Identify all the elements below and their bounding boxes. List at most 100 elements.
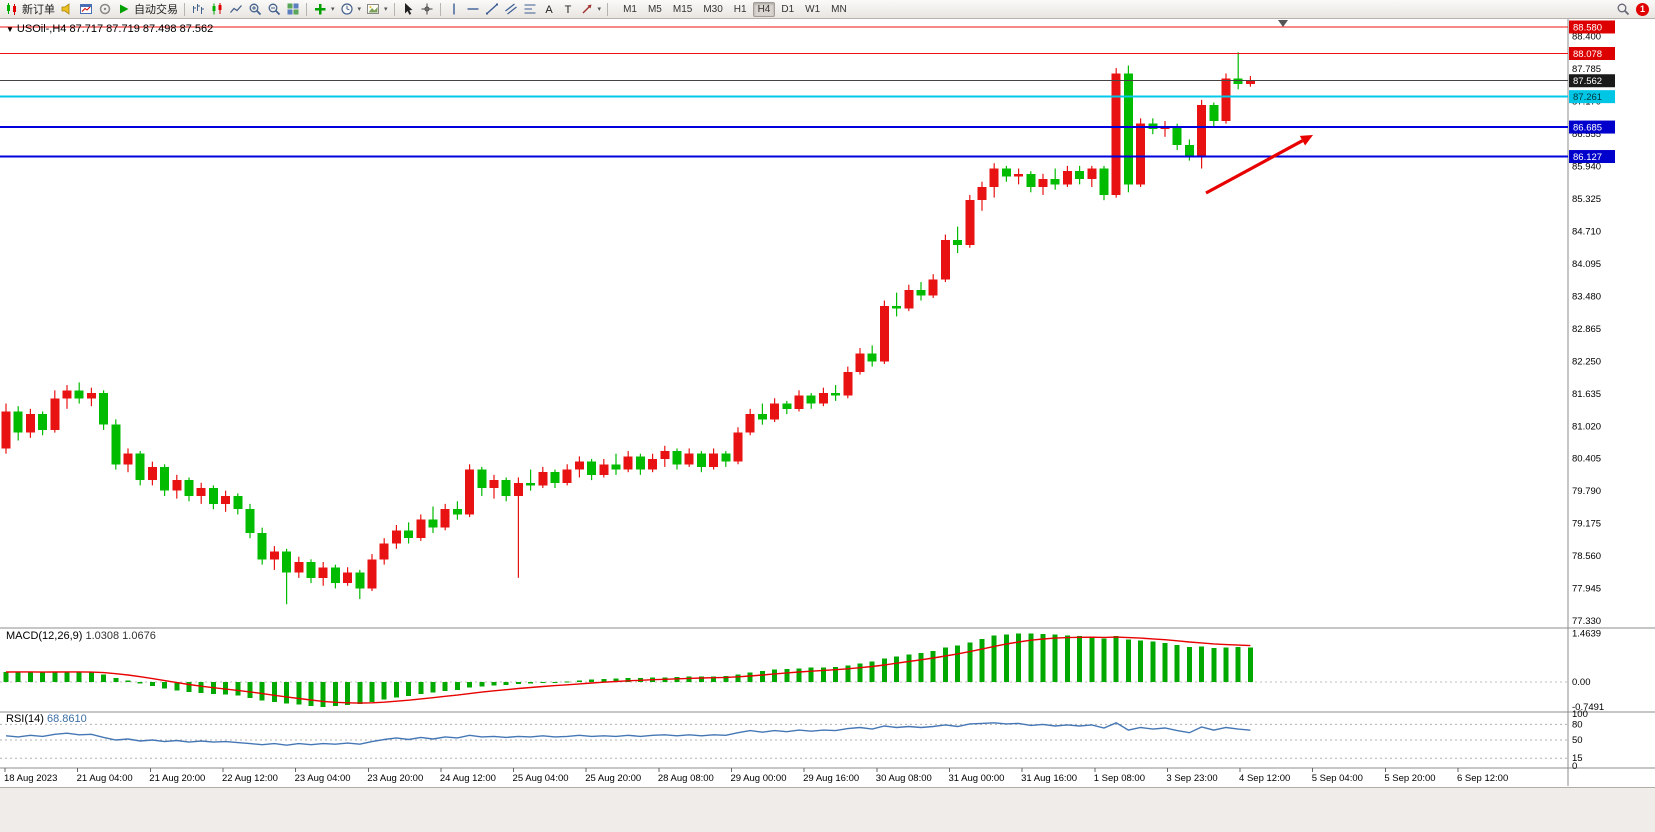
line-chart-button[interactable] <box>227 1 245 18</box>
candle-bearish <box>74 390 84 399</box>
candle-bullish <box>62 390 72 399</box>
channel-tool[interactable] <box>502 1 520 18</box>
macd-bar <box>186 682 192 692</box>
candle-bullish <box>416 519 426 539</box>
candle-bullish <box>1111 73 1121 195</box>
chart-shift-marker[interactable] <box>1278 20 1288 27</box>
macd-bar <box>967 642 973 682</box>
notification-badge[interactable]: 1 <box>1636 2 1649 16</box>
candle-bullish <box>465 469 475 515</box>
tile-windows-button[interactable] <box>284 1 302 18</box>
templates-button[interactable]: ▾ <box>364 1 390 18</box>
text-tool[interactable]: A <box>540 1 558 18</box>
timeframe-W1[interactable]: W1 <box>805 3 821 15</box>
macd-bar <box>784 669 790 682</box>
alert-button[interactable] <box>58 1 76 18</box>
time-axis-label: 23 Aug 04:00 <box>295 773 351 784</box>
price-axis-label: 79.790 <box>1572 486 1601 497</box>
timeframe-D1[interactable]: D1 <box>781 3 795 15</box>
chart-window-button[interactable] <box>77 1 95 18</box>
candle-bearish <box>587 461 597 475</box>
macd-bar <box>918 653 924 682</box>
vertical-line-tool[interactable] <box>445 1 463 18</box>
macd-axis-label: 0.00 <box>1572 677 1591 688</box>
speaker-icon <box>61 3 70 15</box>
macd-bar <box>796 668 802 682</box>
candle-bearish <box>501 480 511 496</box>
auto-trading-button[interactable]: 自动交易 <box>115 1 180 18</box>
price-tag-text: 88.580 <box>1573 22 1602 33</box>
timeframe-M5[interactable]: M5 <box>647 3 662 15</box>
timeframe-H4[interactable]: H4 <box>752 1 776 17</box>
fibonacci-tool[interactable] <box>521 1 539 18</box>
arrow-tool-icon <box>582 4 592 14</box>
zoom-out-button[interactable] <box>265 1 283 18</box>
macd-bar <box>223 682 229 695</box>
new-order-button[interactable]: 新订单 <box>3 1 57 18</box>
macd-bar <box>369 682 375 702</box>
candlestick-chart-button[interactable] <box>208 1 226 18</box>
timeframe-H1[interactable]: H1 <box>733 3 747 15</box>
macd-bar <box>1235 647 1241 682</box>
macd-bar <box>381 682 387 700</box>
macd-bar <box>1064 635 1070 682</box>
candle-bullish <box>879 305 889 362</box>
candles <box>1 52 1255 605</box>
timeframe-M1[interactable]: M1 <box>623 3 637 15</box>
zoom-in-button[interactable] <box>246 1 264 18</box>
trendline-tool[interactable] <box>483 1 501 18</box>
macd-signal-line <box>5 636 1251 704</box>
timeframe-MN[interactable]: MN <box>831 3 847 15</box>
periods-button[interactable]: ▾ <box>338 1 364 18</box>
cursor-icon <box>404 3 413 15</box>
macd-bar <box>1138 640 1144 682</box>
horizontal-line-tool[interactable] <box>464 1 482 18</box>
candle-bearish <box>99 392 109 425</box>
candle-bearish <box>867 353 877 362</box>
candle-bearish <box>330 567 340 584</box>
candle-bullish <box>50 398 60 430</box>
macd-bar <box>345 682 351 705</box>
time-axis-label: 31 Aug 00:00 <box>948 773 1004 784</box>
add-indicator-button[interactable]: ▾ <box>311 1 337 18</box>
macd-bar <box>3 672 9 682</box>
rsi-line <box>5 722 1251 746</box>
horizontal-line-icon <box>467 8 479 10</box>
timeframe-M30[interactable]: M30 <box>703 3 723 15</box>
candle-bullish <box>977 187 987 201</box>
arrow-annotation-head[interactable] <box>1299 135 1313 146</box>
macd-bar <box>1016 633 1022 682</box>
macd-bar <box>613 678 619 682</box>
time-axis-label: 30 Aug 08:00 <box>876 773 932 784</box>
crosshair-button[interactable] <box>418 1 436 18</box>
candle-bullish <box>1014 173 1024 177</box>
macd-bar <box>576 680 582 682</box>
candle-bearish <box>1184 144 1194 156</box>
price-axis-label: 77.330 <box>1572 616 1601 627</box>
text-label-tool[interactable]: T <box>559 1 577 18</box>
macd-bar <box>320 682 326 707</box>
candle-bearish <box>257 532 267 560</box>
macd-bar <box>845 665 851 682</box>
price-tag-text: 87.562 <box>1573 76 1602 87</box>
candle-bearish <box>782 403 792 409</box>
candle-bullish <box>733 432 743 462</box>
candle-bullish <box>25 414 35 433</box>
arrow-annotation-line[interactable] <box>1205 139 1304 195</box>
macd-bar <box>759 671 765 682</box>
search-button[interactable] <box>1614 1 1632 18</box>
candle-bearish <box>452 509 462 515</box>
macd-bar <box>735 674 741 682</box>
bar-chart-button[interactable] <box>189 1 207 18</box>
cursor-button[interactable] <box>399 1 417 18</box>
arrows-tool[interactable]: ▾ <box>578 1 604 18</box>
macd-axis-label: -0.7491 <box>1572 702 1604 713</box>
macd-bar <box>674 677 680 682</box>
candle-bullish <box>1062 171 1072 185</box>
market-watch-button[interactable] <box>96 1 114 18</box>
timeframe-M15[interactable]: M15 <box>672 3 693 15</box>
candle-bearish <box>1001 168 1011 177</box>
candle-bearish <box>282 551 292 573</box>
macd-bar <box>1003 634 1009 682</box>
